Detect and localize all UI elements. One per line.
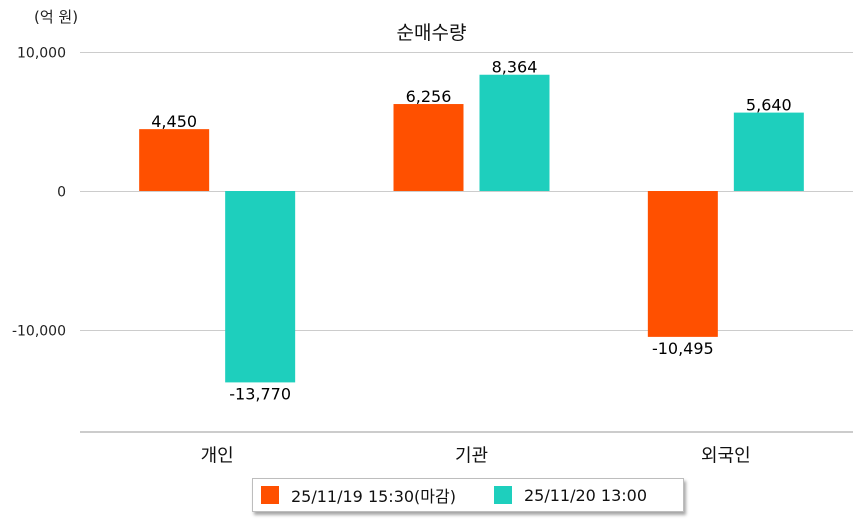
bar-개인-series-1 <box>139 129 210 191</box>
data-label-기관-series-1: 6,256 <box>406 87 452 106</box>
legend-label-series-2: 25/11/20 13:00 <box>523 485 648 505</box>
x-tick-label-1: 기관 <box>455 445 488 466</box>
bar-개인-series-2 <box>225 191 296 383</box>
legend-label-series-1: 25/11/19 15:30(마감) <box>291 487 456 506</box>
legend-item-series-1[interactable]: 25/11/19 15:30(마감) <box>261 483 456 507</box>
data-label-개인-series-1: 4,450 <box>151 112 197 131</box>
y-tick-label-1: 0 <box>57 185 66 201</box>
x-tick-label-0: 개인 <box>201 445 234 466</box>
chart-title: 순매수량 <box>396 22 467 44</box>
bar-외국인-series-1 <box>647 191 718 337</box>
bar-기관-series-2 <box>479 74 550 191</box>
data-label-외국인-series-1: -10,495 <box>652 339 714 358</box>
legend-item-series-2[interactable]: 25/11/20 13:00 <box>493 485 648 505</box>
legend-swatch-series-1 <box>261 486 279 504</box>
x-tick-label-2: 외국인 <box>701 445 751 466</box>
data-label-외국인-series-2: 5,640 <box>746 96 792 115</box>
bar-외국인-series-2 <box>733 112 804 191</box>
data-label-기관-series-2: 8,364 <box>492 58 538 77</box>
y-tick-label-0: 10,000 <box>17 46 66 62</box>
data-label-개인-series-2: -13,770 <box>229 384 291 403</box>
bar-기관-series-1 <box>393 104 464 191</box>
unit-label: (억 원) <box>34 8 79 26</box>
legend-swatch-series-2 <box>493 486 512 504</box>
legend: 25/11/19 15:30(마감) 25/11/20 13:00 <box>252 478 684 512</box>
y-tick-label-2: -10,000 <box>12 324 66 340</box>
